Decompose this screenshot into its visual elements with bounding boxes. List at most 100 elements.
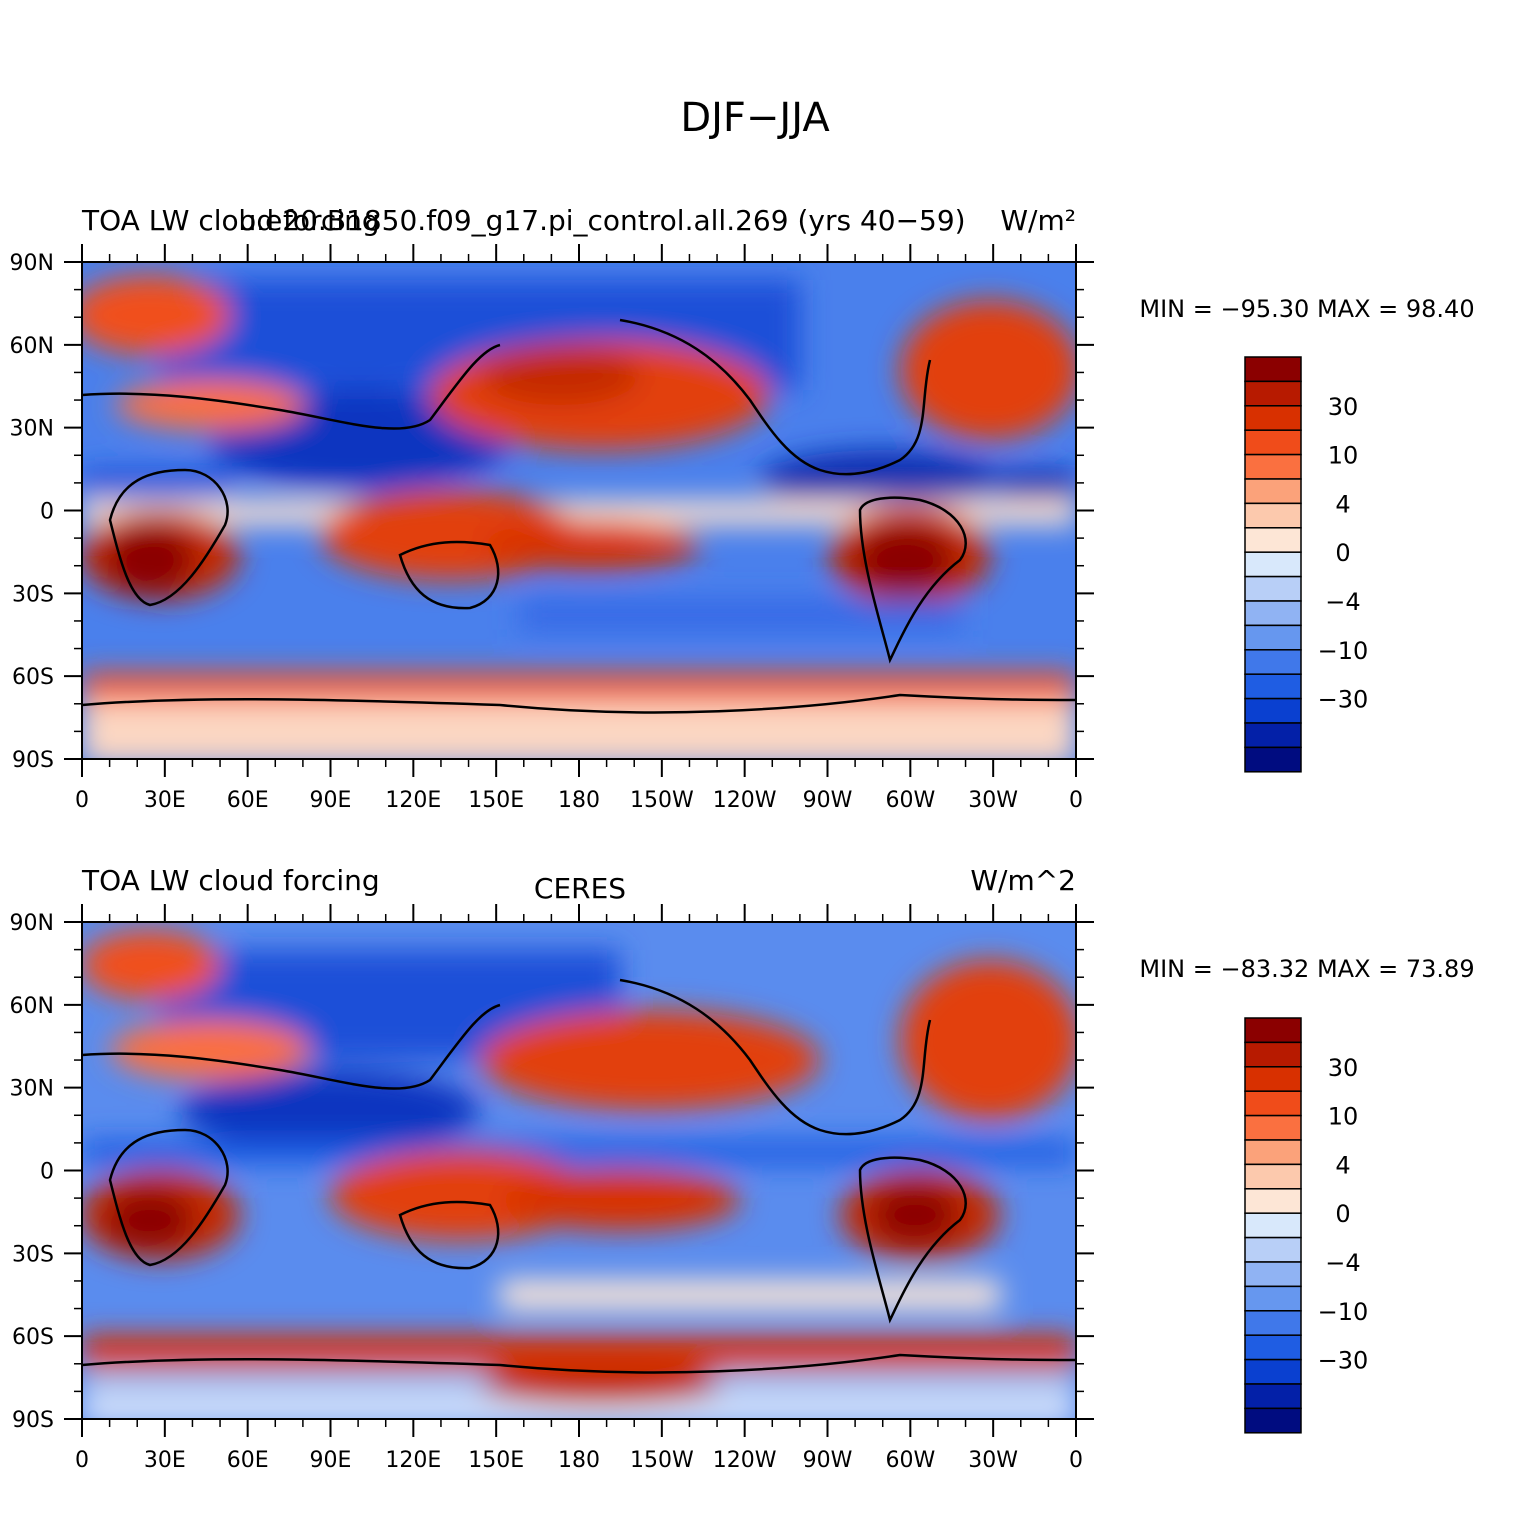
lon-tick-label: 0 — [1069, 788, 1083, 813]
colorbar-swatch — [1244, 1041, 1302, 1068]
panel-ceres-units: W/m^2 — [970, 864, 1076, 897]
lon-tick-label: 90W — [803, 788, 853, 813]
lon-tick-label: 30W — [968, 788, 1018, 813]
colorbar-swatch — [1244, 551, 1302, 578]
lon-tick-label: 150E — [468, 788, 524, 813]
colorbar-swatch — [1244, 502, 1302, 529]
colorbar-swatch — [1244, 1139, 1302, 1166]
lat-tick-label: 60S — [12, 1325, 54, 1350]
panel-model: TOA LW cloud forcing b.e20.B1850.f09_g17… — [10, 204, 1475, 813]
colorbar-label: 10 — [1328, 1103, 1359, 1131]
panel-model-center-title: b.e20.B1850.f09_g17.pi_control.all.269 (… — [238, 204, 965, 237]
lon-tick-label: 0 — [75, 788, 89, 813]
lat-tick-label: 60S — [12, 665, 54, 690]
colorbar-label: 0 — [1335, 539, 1350, 567]
colorbar-swatch — [1244, 1358, 1302, 1385]
lat-tick-label: 90N — [10, 251, 54, 276]
colorbar-label: −10 — [1318, 637, 1369, 665]
panel-ceres-center-title: CERES — [534, 872, 626, 905]
lon-tick-label: 30E — [144, 1448, 186, 1473]
lat-tick-label: 90S — [12, 748, 54, 773]
colorbar-swatch — [1244, 600, 1302, 627]
panel-model-units: W/m² — [1000, 204, 1076, 237]
colorbar-label: −4 — [1325, 1249, 1360, 1277]
lat-tick-label: 30N — [10, 417, 54, 442]
page-title: DJF−JJA — [680, 95, 830, 141]
lon-tick-label: 120E — [385, 788, 441, 813]
lon-tick-label: 120W — [713, 788, 777, 813]
panel-ceres-axes: 90N 60N 30N 0 30S 60S 90S 0 30E 60E 90E 120E 150E 180… — [10, 904, 1094, 1473]
colorbar-swatch — [1244, 1334, 1302, 1361]
lat-tick-label: 90N — [10, 911, 54, 936]
lon-tick-label: 90W — [803, 1448, 853, 1473]
colorbar-swatch — [1244, 527, 1302, 553]
colorbar-label: −10 — [1318, 1298, 1369, 1326]
colorbar-label: −30 — [1318, 1347, 1369, 1375]
colorbar-swatch — [1244, 478, 1302, 505]
colorbar-swatch — [1244, 697, 1302, 724]
panel-model-colorbar: 30 10 4 0 −4 −10 −30 — [1244, 356, 1369, 773]
lon-tick-label: 180 — [558, 788, 600, 813]
panel-ceres-coastlines — [82, 978, 1076, 1374]
colorbar-swatch — [1244, 1114, 1302, 1141]
colorbar-swatch — [1244, 722, 1302, 749]
lat-tick-label: 30N — [10, 1077, 54, 1102]
lon-tick-label: 60W — [885, 1448, 935, 1473]
colorbar-label: 4 — [1335, 490, 1350, 518]
lon-tick-label: 0 — [75, 1448, 89, 1473]
panel-model-axes: 90N 60N 30N 0 30S 60S 90S 0 30E 60E 90E 120E 150E 180… — [10, 244, 1094, 813]
colorbar-swatch — [1244, 1090, 1302, 1117]
colorbar-swatch — [1244, 649, 1302, 675]
lat-tick-label: 0 — [40, 1160, 54, 1185]
colorbar-swatch — [1244, 356, 1302, 383]
colorbar-swatch — [1244, 1310, 1302, 1336]
colorbar-swatch — [1244, 1212, 1302, 1239]
lon-tick-label: 0 — [1069, 1448, 1083, 1473]
lon-tick-label: 60E — [227, 1448, 269, 1473]
panel-ceres-colorbar: 30 10 4 0 −4 −10 −30 — [1244, 1017, 1369, 1434]
lon-tick-label: 150W — [630, 1448, 694, 1473]
lon-tick-label: 120W — [713, 1448, 777, 1473]
lon-tick-label: 30W — [968, 1448, 1018, 1473]
colorbar-swatch — [1244, 429, 1302, 456]
colorbar-swatch — [1244, 1407, 1302, 1434]
colorbar-swatch — [1244, 1383, 1302, 1410]
colorbar-swatch — [1244, 673, 1302, 700]
colorbar-label: 4 — [1335, 1151, 1350, 1179]
colorbar-swatch — [1244, 1188, 1302, 1214]
colorbar-swatch — [1244, 1017, 1302, 1044]
colorbar-label: −4 — [1325, 588, 1360, 616]
colorbar-label: 30 — [1328, 1054, 1359, 1082]
colorbar-swatch — [1244, 1261, 1302, 1288]
colorbar-swatch — [1244, 1236, 1302, 1263]
colorbar-swatch — [1244, 405, 1302, 431]
colorbar-swatch — [1244, 380, 1302, 407]
lon-tick-label: 150W — [630, 788, 694, 813]
panel-ceres: TOA LW cloud forcing CERES W/m^2 — [10, 864, 1475, 1473]
colorbar-label: 10 — [1328, 442, 1359, 470]
lon-tick-label: 60E — [227, 788, 269, 813]
colorbar-label: 30 — [1328, 393, 1359, 421]
lat-tick-label: 30S — [12, 1242, 54, 1267]
lon-tick-label: 30E — [144, 788, 186, 813]
panel-model-map — [82, 262, 1076, 759]
lon-tick-label: 150E — [468, 1448, 524, 1473]
lat-tick-label: 30S — [12, 582, 54, 607]
panel-ceres-left-title: TOA LW cloud forcing — [81, 864, 380, 897]
lon-tick-label: 90E — [310, 1448, 352, 1473]
panel-model-left-title: TOA LW cloud forcing — [81, 204, 380, 237]
lon-tick-label: 60W — [885, 788, 935, 813]
panel-model-coastlines — [82, 318, 1076, 714]
lat-tick-label: 60N — [10, 994, 54, 1019]
colorbar-swatch — [1244, 575, 1302, 602]
colorbar-swatch — [1244, 1285, 1302, 1312]
colorbar-label: −30 — [1318, 686, 1369, 714]
lat-tick-label: 0 — [40, 500, 54, 525]
lat-tick-label: 60N — [10, 334, 54, 359]
lon-tick-label: 120E — [385, 1448, 441, 1473]
lat-tick-label: 90S — [12, 1408, 54, 1433]
colorbar-label: 0 — [1335, 1200, 1350, 1228]
colorbar-swatch — [1244, 624, 1302, 651]
colorbar-swatch — [1244, 746, 1302, 773]
